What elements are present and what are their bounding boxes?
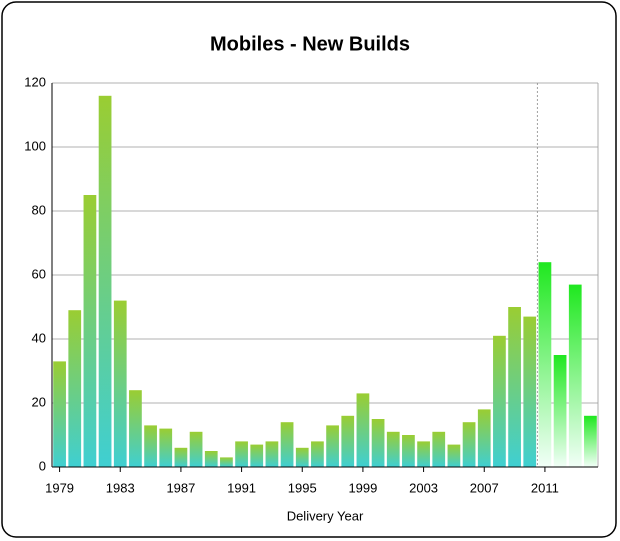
bar bbox=[553, 355, 567, 467]
y-tick-label: 80 bbox=[32, 202, 46, 217]
bar bbox=[538, 262, 552, 467]
bar bbox=[53, 361, 66, 467]
bar bbox=[508, 307, 521, 467]
bar bbox=[68, 310, 82, 467]
bar bbox=[295, 447, 309, 467]
bar bbox=[462, 422, 476, 467]
y-tick-label: 40 bbox=[32, 330, 46, 345]
bar bbox=[386, 431, 400, 467]
bar bbox=[265, 441, 279, 467]
bar bbox=[341, 415, 355, 467]
y-tick-label: 0 bbox=[39, 458, 46, 473]
x-axis-label: Delivery Year bbox=[287, 508, 364, 523]
y-tick-label: 100 bbox=[24, 138, 46, 153]
bar bbox=[568, 284, 582, 467]
y-tick-label: 120 bbox=[24, 74, 46, 89]
y-tick-label: 20 bbox=[32, 394, 46, 409]
x-tick-label: 1991 bbox=[227, 480, 256, 495]
bar bbox=[402, 435, 415, 467]
bar bbox=[280, 422, 294, 467]
bar bbox=[417, 441, 430, 467]
bar bbox=[584, 415, 597, 467]
bar bbox=[250, 444, 264, 467]
bar bbox=[189, 431, 203, 467]
bar bbox=[493, 335, 506, 467]
bar bbox=[129, 390, 142, 467]
bar bbox=[447, 444, 461, 467]
bar bbox=[523, 316, 537, 467]
bar bbox=[113, 300, 127, 467]
x-tick-label: 1987 bbox=[166, 480, 195, 495]
bar bbox=[98, 95, 112, 468]
bar bbox=[159, 428, 173, 467]
bar bbox=[311, 441, 324, 467]
x-tick-label: 1979 bbox=[45, 480, 74, 495]
x-tick-label: 1983 bbox=[106, 480, 135, 495]
x-tick-label: 1999 bbox=[348, 480, 377, 495]
bar bbox=[235, 441, 248, 467]
x-tick-label: 2003 bbox=[409, 480, 438, 495]
x-tick-label: 2011 bbox=[531, 480, 559, 495]
bar bbox=[220, 457, 233, 467]
bar bbox=[326, 425, 339, 467]
bar bbox=[371, 419, 385, 467]
x-tick-label: 1995 bbox=[288, 480, 317, 495]
bar bbox=[477, 409, 491, 467]
chart-title: Mobiles - New Builds bbox=[210, 33, 410, 55]
bar bbox=[432, 431, 446, 467]
bar bbox=[174, 447, 188, 467]
bar bbox=[356, 393, 370, 467]
y-tick-label: 60 bbox=[32, 266, 46, 281]
x-tick-label: 2007 bbox=[470, 480, 499, 495]
bar bbox=[144, 425, 157, 467]
bar bbox=[204, 451, 218, 467]
bar bbox=[83, 195, 97, 467]
